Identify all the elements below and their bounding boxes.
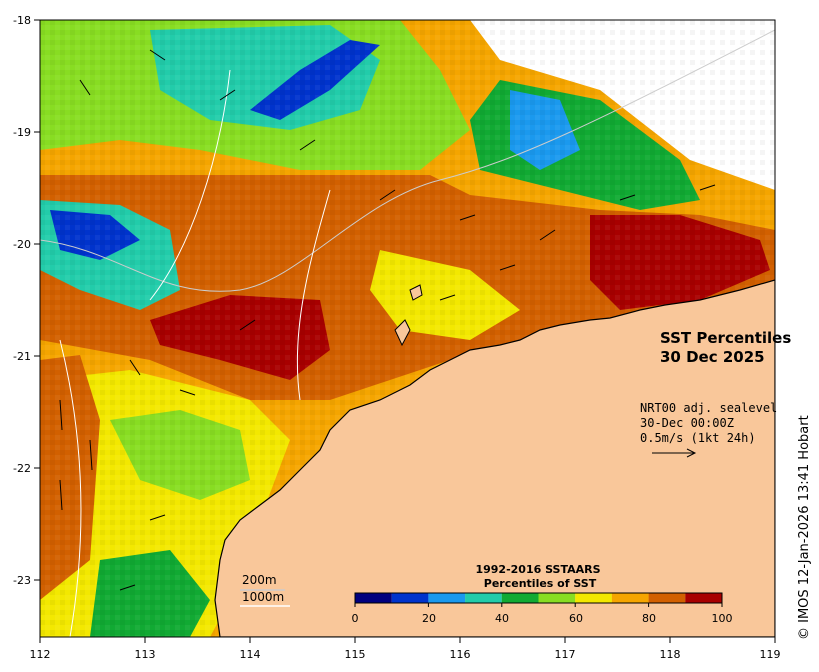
current-arrow [459,214,476,221]
x-tick-label: 113 [135,648,156,661]
current-arrow [129,359,141,376]
current-arrow [119,584,136,591]
land-mass [214,279,775,637]
current-source: NRT00 adj. sealevel [640,401,777,415]
current-arrow [699,184,716,191]
current-arrow [179,389,196,396]
x-tick-label: 115 [345,648,366,661]
current-arrow [59,479,63,511]
contour-200m [40,29,775,292]
colorbar-swatch [575,593,612,603]
island-barrow [394,319,411,347]
x-tick-label: 112 [30,648,51,661]
contour-1000m-c [296,189,331,401]
island-small [409,284,423,301]
contour-1000m [59,339,82,637]
current-time: 30-Dec 00:00Z [640,416,734,430]
map-date: 30 Dec 2025 [660,348,765,366]
y-tick-label: -20 [13,238,31,251]
map-frame [39,19,776,638]
y-tick-label: -19 [13,126,31,139]
scale-arrow-icon [652,448,697,458]
legend-tick-label: 0 [352,612,359,625]
current-scale: 0.5m/s (1kt 24h) [640,431,756,445]
y-tick-labels: -18 -19 -20 -21 -22 -23 [13,14,31,587]
colorbar-swatch [648,593,686,603]
x-tick-labels: 112 113 114 115 116 117 118 119 [30,648,781,661]
x-tick-label: 117 [555,648,576,661]
current-arrow [59,399,63,431]
colorbar-swatch [428,593,466,603]
y-axis [34,19,40,581]
legend-tick-label: 60 [569,612,583,625]
current-arrow [379,189,396,201]
x-tick-label: 118 [660,648,681,661]
current-arrow [439,294,456,301]
current-arrow [149,514,166,521]
contour-1000m-b [149,69,231,301]
current-arrow [239,319,256,331]
contour-label-200m: 200m [242,573,277,587]
x-tick-label: 119 [760,648,781,661]
colorbar-swatch [685,593,722,603]
colorbar-swatch [355,593,392,603]
y-tick-label: -23 [13,574,31,587]
x-tick-label: 116 [450,648,471,661]
x-tick-label: 114 [240,648,261,661]
legend-tick-label: 40 [495,612,509,625]
colorbar-swatch [465,593,502,603]
contour-label-1000m: 1000m [242,590,284,604]
current-arrow [299,139,316,151]
credit-text: © IMOS 12-Jan-2026 13:41 Hobart [797,415,812,640]
current-arrow [499,264,516,271]
current-vectors [59,49,716,591]
map-title: SST Percentiles [660,329,791,347]
colorbar-swatch [391,593,429,603]
colorbar-border [354,592,723,604]
colorbar-swatch [538,593,576,603]
y-tick-label: -22 [13,462,31,475]
y-tick-label: -18 [13,14,31,27]
current-arrow [619,194,636,201]
x-axis [39,637,776,643]
y-tick-label: -21 [13,350,31,363]
current-arrow [149,49,166,61]
current-arrow [539,229,556,241]
map-plot-area [40,20,775,637]
legend-tick-label: 100 [712,612,733,625]
legend-title: 1992-2016 SSTAARS [475,563,600,576]
legend-tick-label: 20 [422,612,436,625]
current-arrow [89,439,93,471]
colorbar [354,592,723,607]
current-arrow [79,79,91,96]
colorbar-swatch [611,593,649,603]
legend-subtitle: Percentiles of SST [484,577,597,590]
current-arrow [219,89,236,101]
legend-tick-labels: 0 20 40 60 80 100 [352,612,733,625]
colorbar-swatch [501,593,539,603]
legend-tick-label: 80 [642,612,656,625]
